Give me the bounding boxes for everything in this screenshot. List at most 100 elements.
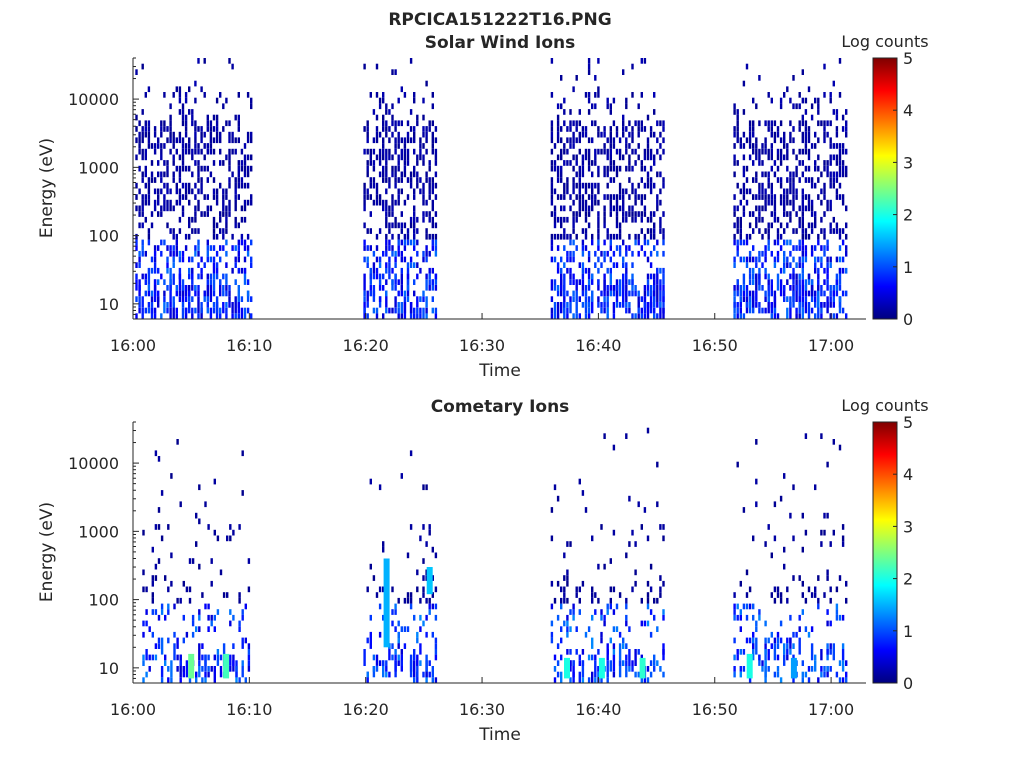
heatmap-cell [225, 228, 228, 234]
heatmap-cell [662, 524, 665, 530]
heatmap-cell [369, 211, 372, 217]
heatmap-cell [246, 233, 250, 240]
heatmap-cell [625, 126, 628, 132]
heatmap-cell [618, 660, 622, 666]
heatmap-cell [228, 285, 231, 291]
heatmap-cell [203, 165, 206, 172]
heatmap-cell [792, 256, 795, 263]
heatmap-cell [786, 649, 789, 655]
heatmap-cell [204, 501, 207, 508]
heatmap-cell [581, 660, 585, 666]
heatmap-cell [612, 654, 616, 672]
heatmap-cell [225, 222, 228, 229]
heatmap-cell [634, 199, 637, 206]
heatmap-cell [739, 626, 742, 632]
heatmap-cell [428, 285, 431, 291]
heatmap-cell [606, 267, 609, 274]
heatmap-cell [222, 194, 225, 200]
heatmap-cell [767, 92, 770, 98]
heatmap-cell [792, 484, 795, 491]
heatmap-cell [160, 126, 163, 132]
heatmap-cell [397, 154, 400, 161]
heatmap-cell [138, 285, 141, 291]
heatmap-cell [736, 290, 739, 297]
heatmap-cell [575, 211, 578, 217]
heatmap-cell [745, 199, 749, 206]
heatmap-cell [845, 597, 848, 604]
heatmap-cell [804, 143, 808, 149]
heatmap-cell [394, 262, 397, 268]
heatmap-cell [801, 205, 804, 212]
heatmap-cell [179, 654, 182, 661]
heatmap-cell [135, 296, 138, 302]
heatmap-cell [406, 597, 410, 604]
heatmap-cell [246, 245, 250, 251]
heatmap-cell [748, 677, 752, 683]
heatmap-cell [603, 273, 606, 280]
heatmap-cell [801, 677, 804, 683]
heatmap-cell [618, 302, 622, 308]
heatmap-cell [733, 222, 736, 229]
heatmap-cell [434, 614, 438, 621]
heatmap-cell [845, 313, 848, 319]
heatmap-cell [191, 154, 194, 161]
heatmap-cell [191, 620, 195, 627]
heatmap-cell [382, 285, 385, 291]
heatmap-cell [144, 154, 147, 161]
heatmap-cell [200, 131, 203, 138]
heatmap-cell [431, 575, 434, 581]
heatmap-cell [164, 575, 167, 581]
heatmap-cell [814, 216, 817, 223]
heatmap-cell [397, 160, 400, 166]
heatmap-cell [566, 216, 569, 223]
heatmap-cell [634, 569, 637, 576]
heatmap-cell [770, 120, 773, 127]
heatmap-cell [363, 273, 366, 291]
heatmap-cell [612, 233, 616, 240]
heatmap-cell [200, 177, 203, 183]
heatmap-cell [745, 63, 749, 70]
heatmap-cell [560, 222, 563, 229]
heatmap-cell [569, 239, 572, 246]
heatmap-cell [817, 233, 820, 240]
heatmap-cell [434, 148, 438, 155]
heatmap-cell [764, 307, 767, 314]
heatmap-cell [609, 586, 612, 593]
heatmap-cell [428, 182, 431, 189]
heatmap-cell [197, 262, 200, 268]
heatmap-cell [745, 290, 749, 297]
heatmap-cell [646, 256, 650, 263]
heatmap-cell [835, 188, 839, 195]
heatmap-cell [400, 290, 403, 297]
heatmap-cell [739, 222, 742, 229]
heatmap-cell [575, 160, 578, 166]
heatmap-cell [798, 160, 801, 166]
heatmap-cell [609, 199, 612, 206]
heatmap-cell [385, 131, 388, 138]
heatmap-cell [807, 205, 811, 212]
heatmap-cell [646, 279, 650, 285]
heatmap-cell [789, 239, 792, 246]
heatmap-cell [188, 233, 191, 240]
heatmap-cell [212, 290, 216, 297]
heatmap-cell [416, 586, 419, 593]
heatmap-cell [378, 285, 382, 291]
heatmap-cell [581, 279, 585, 285]
heatmap-cell [243, 256, 247, 263]
heatmap-cell [634, 239, 637, 246]
heatmap-cell [656, 148, 659, 155]
heatmap-cell [801, 97, 804, 104]
heatmap-cell [758, 307, 761, 314]
heatmap-cell [789, 182, 792, 189]
heatmap-cell [178, 109, 182, 115]
heatmap-cell [739, 233, 742, 240]
heatmap-cell [835, 126, 839, 132]
heatmap-cell [835, 586, 839, 593]
heatmap-cell [138, 131, 141, 138]
y-axis-label: Energy (eV) [37, 138, 57, 238]
heatmap-cell [792, 228, 795, 234]
heatmap-cell [770, 592, 773, 598]
heatmap-cell [845, 267, 848, 274]
heatmap-cell [366, 290, 369, 302]
heatmap-cell [612, 285, 616, 291]
